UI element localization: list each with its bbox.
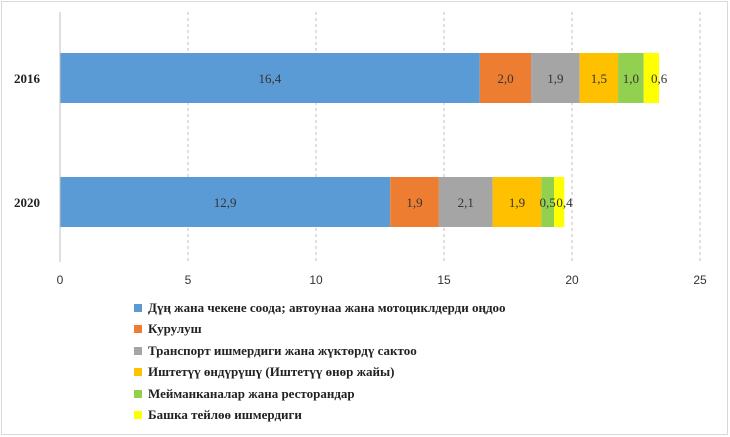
x-tick-label: 5 [185, 273, 192, 287]
data-label-2016-series-2: 1,9 [547, 71, 563, 86]
bar-2016-series-2 [531, 53, 580, 103]
legend-label: Транспорт ишмердиги жана жүктөрдү сактоо [148, 342, 417, 358]
data-label-2016-series-5: 0,6 [651, 71, 668, 86]
data-label-2020-series-0: 12,9 [214, 195, 237, 210]
legend-swatch [134, 389, 142, 398]
bars [60, 53, 660, 227]
bar-2016-series-5 [643, 53, 660, 103]
category-label-2020: 2020 [14, 195, 40, 210]
legend-label: Курулуш [148, 321, 202, 337]
legend-swatch [134, 411, 142, 420]
legend-label: Башка тейлөө ишмердиги [148, 407, 302, 423]
legend: Дүң жана чекене соода; автоунаа жана мот… [134, 297, 506, 426]
x-tick-label: 10 [309, 273, 323, 287]
legend-item-1: Курулуш [134, 319, 506, 341]
data-label-2020-series-4: 0,5 [540, 195, 556, 210]
bar-2016-series-4 [618, 53, 644, 103]
data-label-2020-series-1: 1,9 [406, 195, 422, 210]
legend-swatch [134, 303, 142, 312]
bar-2020-series-2 [438, 177, 493, 227]
bar-2016-series-3 [579, 53, 619, 103]
legend-item-5: Башка тейлөө ишмердиги [134, 405, 506, 427]
bar-2020-series-5 [554, 177, 565, 227]
data-label-2016-series-1: 2,0 [497, 71, 513, 86]
legend-item-0: Дүң жана чекене соода; автоунаа жана мот… [134, 297, 506, 319]
legend-item-3: Иштетүү өндүрүшү (Иштетүү өнөр жайы) [134, 362, 506, 384]
bar-2016-series-0 [60, 53, 480, 103]
legend-label: Дүң жана чекене соода; автоунаа жана мот… [148, 299, 506, 315]
bar-2020-series-1 [390, 177, 439, 227]
legend-item-2: Транспорт ишмердиги жана жүктөрдү сактоо [134, 340, 506, 362]
legend-label: Мейманканалар жана ресторандар [148, 385, 355, 401]
bar-2020-series-0 [60, 177, 391, 227]
x-tick-label: 25 [693, 273, 707, 287]
bar-2020-series-3 [492, 177, 542, 227]
data-label-2020-series-2: 2,1 [458, 195, 474, 210]
bar-2016-series-1 [479, 53, 532, 103]
data-labels: 16,4 2,0 1,9 1,5 1,0 0,6 12,9 1,9 2,1 1,9 0,5 0,4 [214, 71, 668, 210]
legend-swatch [134, 325, 142, 334]
data-label-2016-series-0: 16,4 [259, 71, 282, 86]
bar-2020-series-4 [541, 177, 555, 227]
data-label-2016-series-3: 1,5 [591, 71, 607, 86]
category-label-2016: 2016 [14, 71, 41, 86]
axes: 0 5 10 15 20 25 2016 2020 [14, 12, 707, 287]
data-label-2020-series-5: 0,4 [556, 195, 573, 210]
legend-swatch [134, 346, 142, 355]
legend-label: Иштетүү өндүрүшү (Иштетүү өнөр жайы) [148, 364, 395, 380]
x-tick-label: 15 [437, 273, 451, 287]
x-tick-label: 20 [565, 273, 579, 287]
data-label-2016-series-4: 1,0 [623, 71, 639, 86]
data-label-2020-series-3: 1,9 [509, 195, 525, 210]
legend-item-4: Мейманканалар жана ресторандар [134, 383, 506, 405]
x-tick-label: 0 [57, 273, 64, 287]
legend-swatch [134, 368, 142, 377]
